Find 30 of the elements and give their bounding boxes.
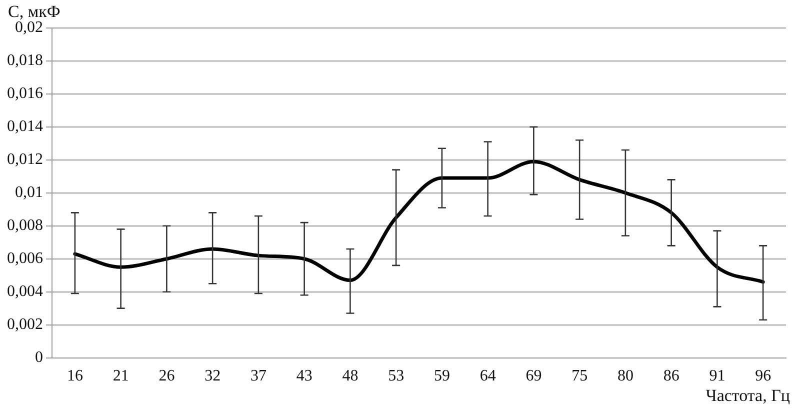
x-tick-label: 32 — [204, 368, 221, 385]
x-tick-label: 48 — [342, 368, 358, 385]
y-axis-title: С, мкФ — [8, 2, 60, 21]
y-tick-label: 0,014 — [7, 118, 43, 136]
y-tick-label: 0 — [35, 349, 43, 366]
x-tick-label: 86 — [663, 368, 680, 385]
y-tick-label: 0,006 — [7, 250, 43, 268]
x-tick-label: 26 — [158, 368, 175, 385]
y-tick-label: 0,01 — [15, 184, 43, 202]
y-tick-label: 0,008 — [7, 217, 43, 234]
x-tick-label: 69 — [526, 368, 542, 385]
x-tick-label: 37 — [250, 368, 266, 385]
y-tick-label: 0,018 — [7, 52, 43, 70]
x-axis-title: Частота, Гц — [706, 386, 790, 405]
x-tick-label: 91 — [709, 368, 726, 385]
x-tick-label: 43 — [296, 368, 312, 385]
x-tick-label: 64 — [480, 368, 496, 385]
x-tick-label: 16 — [66, 368, 83, 385]
y-tick-label: 0,004 — [7, 283, 43, 300]
y-tick-label: 0,02 — [15, 19, 43, 36]
y-tick-label: 0,012 — [7, 151, 43, 168]
x-tick-label: 80 — [617, 368, 634, 385]
line-series — [73, 160, 765, 284]
x-tick-label: 59 — [434, 368, 450, 385]
y-tick-label: 0,002 — [7, 316, 43, 334]
x-tick-label: 21 — [112, 368, 129, 385]
x-tick-label: 75 — [572, 368, 588, 385]
x-tick-label: 53 — [388, 368, 404, 385]
x-tick-label: 96 — [755, 368, 772, 385]
y-tick-label: 0,016 — [7, 85, 43, 102]
